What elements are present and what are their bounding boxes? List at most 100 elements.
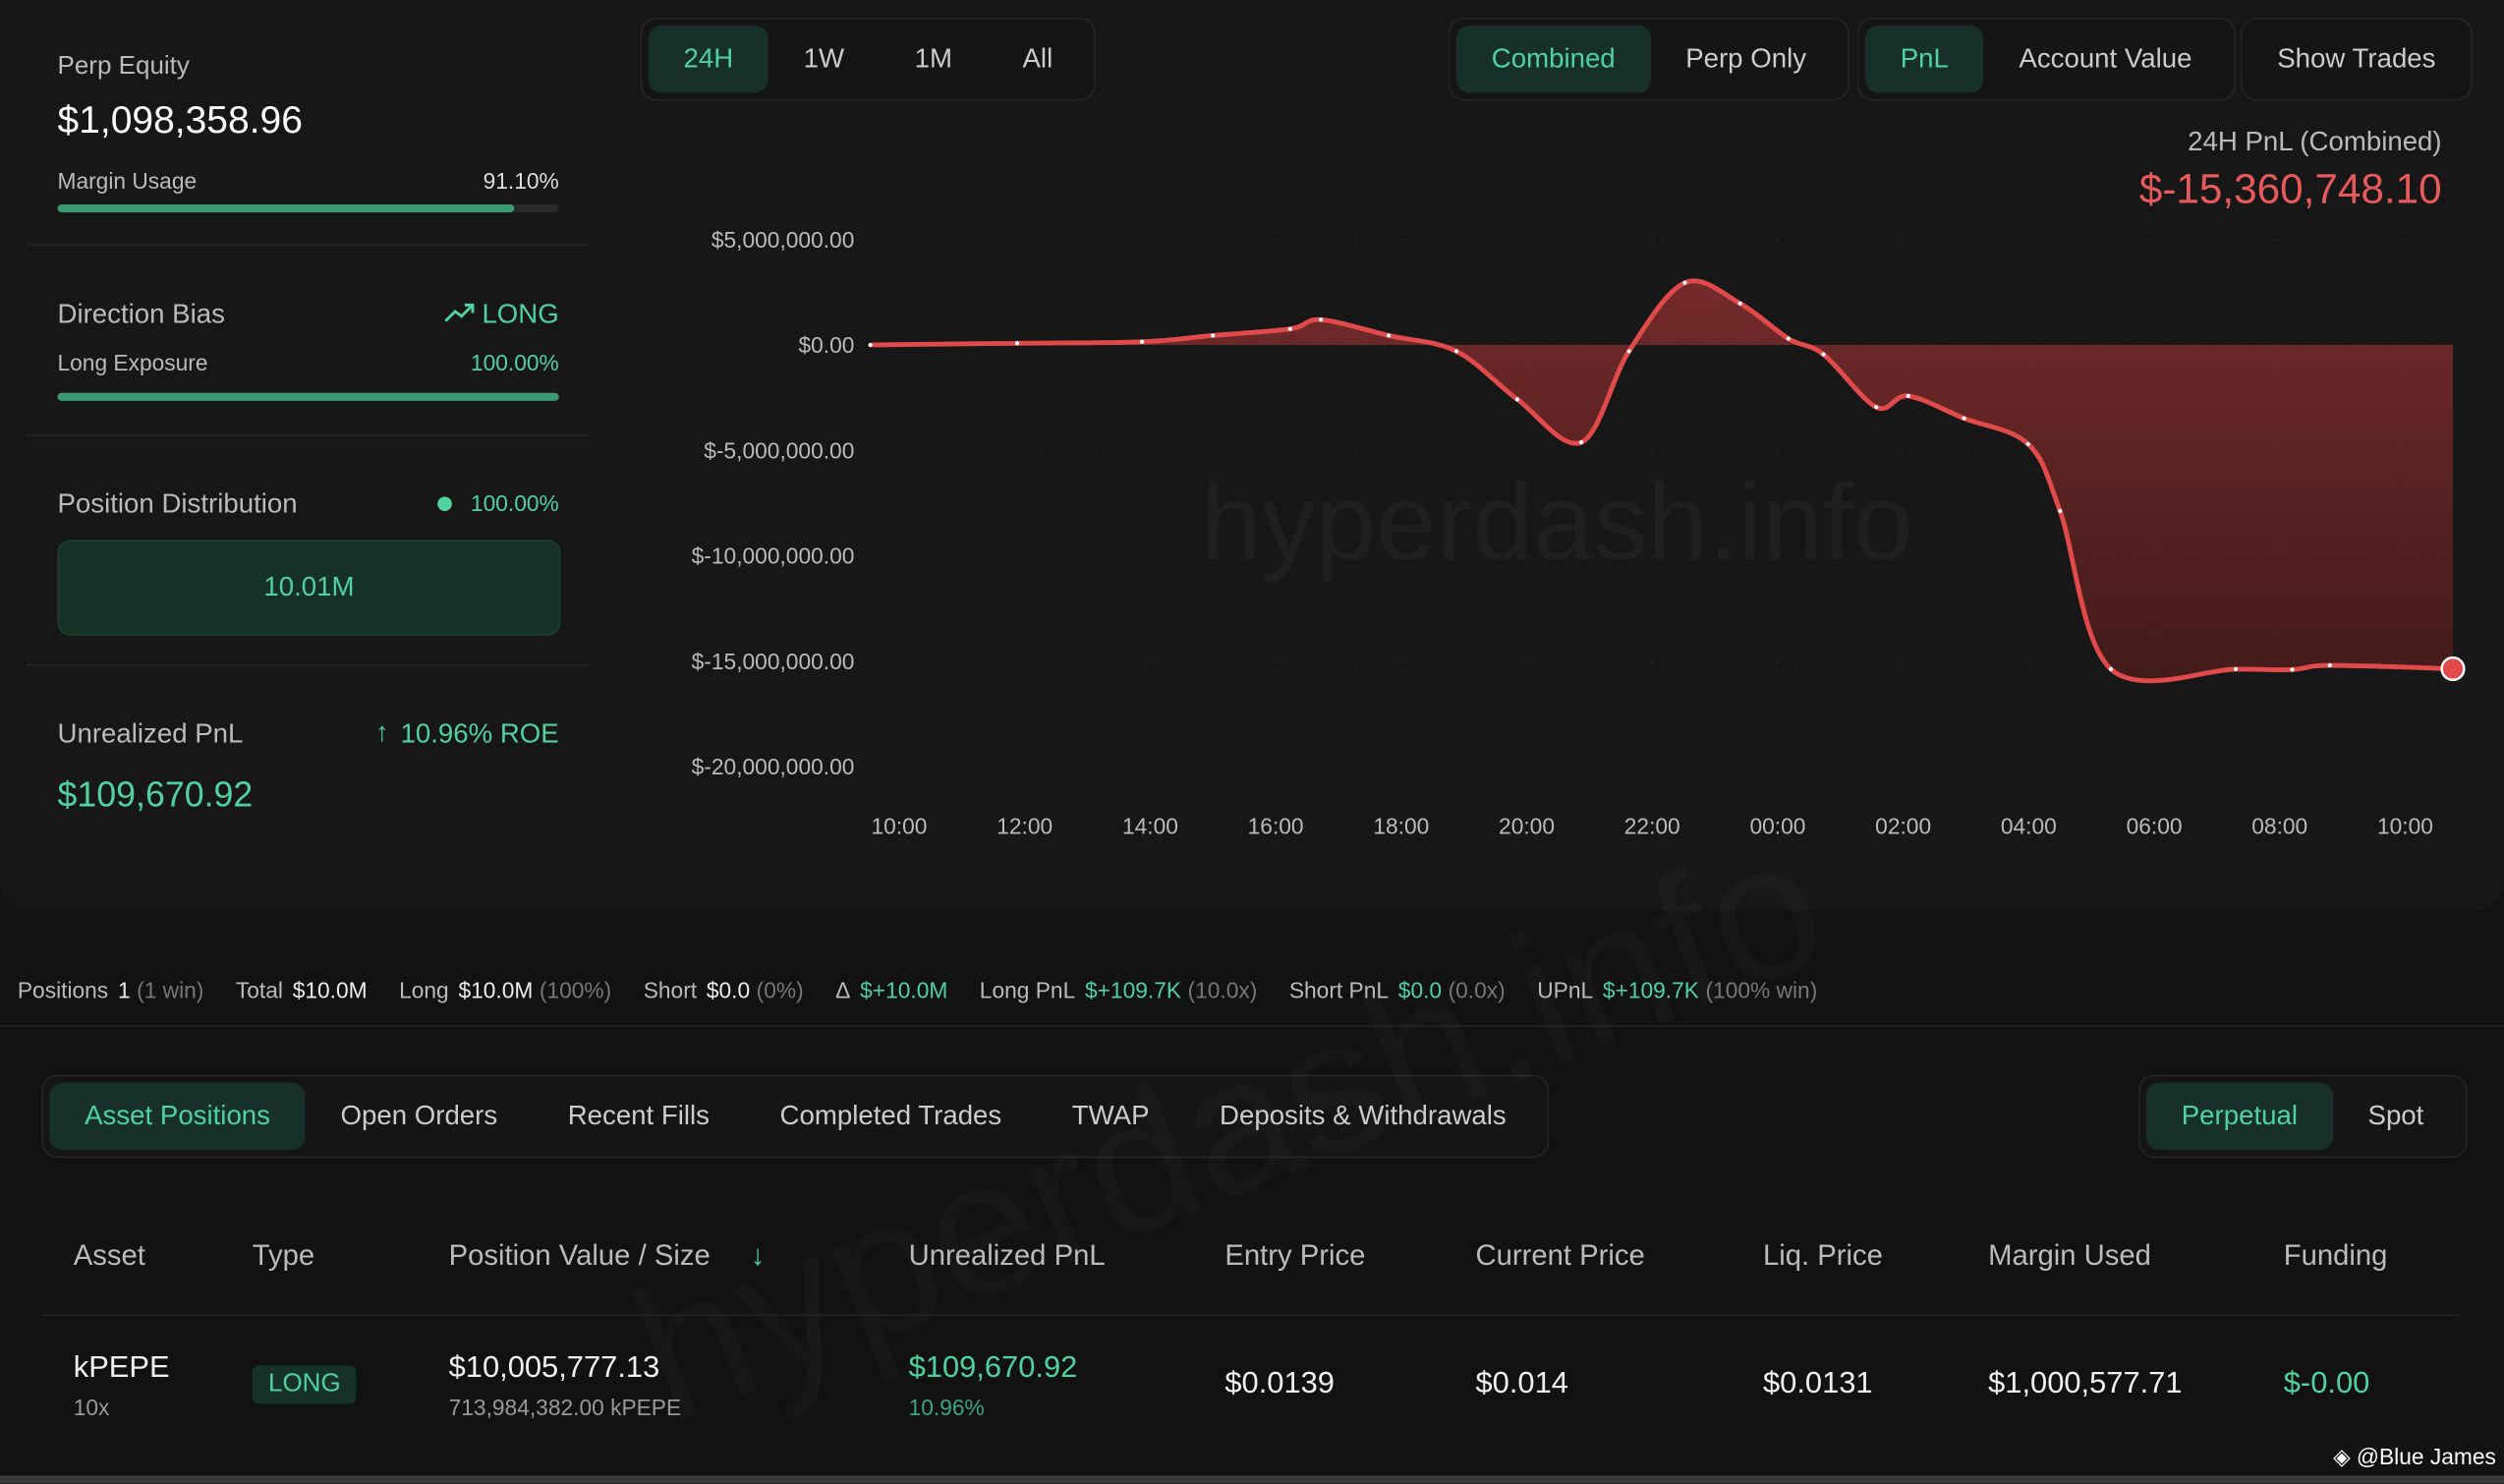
y-tick-label: $-10,000,000.00 xyxy=(692,543,855,569)
column-header: Unrealized PnL xyxy=(908,1239,1106,1272)
dot xyxy=(437,496,452,511)
chart-title: 24H PnL (Combined) xyxy=(2188,126,2442,157)
sort-icon: ↓ xyxy=(750,1239,766,1272)
x-tick-label: 16:00 xyxy=(1248,813,1304,838)
area xyxy=(870,280,2453,681)
tab-button[interactable]: Perp Only xyxy=(1685,42,1807,74)
tab-button[interactable]: TWAP xyxy=(1071,1100,1150,1131)
summary-label: Long PnL xyxy=(979,977,1076,1003)
point xyxy=(1682,280,1687,285)
cell-main: $109,670.92 xyxy=(908,1350,1078,1385)
tab-button[interactable]: All xyxy=(1022,42,1053,74)
summary-note: (0%) xyxy=(756,977,804,1003)
credit: ◈ @Blue James xyxy=(2333,1444,2496,1469)
summary-item: Δ $+10.0M xyxy=(835,978,947,1003)
y-tick-label: $0.00 xyxy=(798,332,854,358)
x-tick-label: 10:00 xyxy=(872,813,928,838)
trend-icon xyxy=(444,303,475,322)
summary-note: (10.0x) xyxy=(1187,977,1258,1003)
metric-group: PnL Account Value xyxy=(1856,17,2236,101)
x-tick-label: 06:00 xyxy=(2127,813,2183,838)
cell-main: $0.014 xyxy=(1475,1367,1568,1401)
summary-item: Total $10.0M xyxy=(236,978,368,1003)
summary-value: $10.0M xyxy=(458,977,534,1003)
point xyxy=(1737,301,1742,306)
point xyxy=(1578,439,1584,445)
x-tick-label: 12:00 xyxy=(996,813,1053,838)
summary-label: Total xyxy=(235,977,283,1003)
divider xyxy=(41,1314,2460,1316)
bias-value: LONG xyxy=(482,298,559,329)
summary-item: Short PnL $0.0 (0.0x) xyxy=(1289,978,1506,1003)
trades-group: Show Trades xyxy=(2240,17,2473,101)
summary-value: $0.0 xyxy=(1397,977,1443,1003)
x-tick-label: 22:00 xyxy=(1624,813,1680,838)
exposure-value: 100.00% xyxy=(470,349,559,375)
point xyxy=(1318,317,1324,322)
x-tick-label: 02:00 xyxy=(1875,813,1931,838)
point xyxy=(2058,508,2063,514)
credit-text: @Blue James xyxy=(2356,1444,2496,1469)
point xyxy=(2290,667,2295,672)
y-tick-label: $5,000,000.00 xyxy=(711,227,855,253)
tab-button[interactable]: Deposits & Withdrawals xyxy=(1220,1100,1507,1131)
tab-button[interactable]: Combined xyxy=(1456,26,1651,93)
range-group: 24H 1W 1M All xyxy=(640,17,1097,101)
equity-value: $1,098,358.96 xyxy=(57,98,303,143)
column-header: Entry Price xyxy=(1224,1239,1366,1272)
tab-button[interactable]: Asset Positions xyxy=(49,1082,306,1150)
point xyxy=(2233,666,2239,672)
tab-button[interactable]: Open Orders xyxy=(340,1100,498,1131)
exposure-label: Long Exposure xyxy=(57,349,208,375)
summary-value: $+109.7K xyxy=(1602,977,1699,1003)
x-tick-label: 20:00 xyxy=(1499,813,1555,838)
summary-value: $0.0 xyxy=(706,977,751,1003)
cell-sub: 713,984,382.00 kPEPE xyxy=(448,1394,682,1420)
point xyxy=(1453,349,1459,354)
type-badge: LONG xyxy=(252,1365,357,1404)
separator xyxy=(26,434,592,436)
x-tick-label: 08:00 xyxy=(2251,813,2307,838)
y-tick-label: $-15,000,000.00 xyxy=(692,649,855,674)
arrow-up: ↑ xyxy=(374,716,389,748)
summary-label: Short PnL xyxy=(1288,977,1390,1003)
tab-button[interactable]: Account Value xyxy=(2019,42,2192,74)
tab-button[interactable]: 24H xyxy=(648,26,768,93)
x-tick-label: 14:00 xyxy=(1122,813,1178,838)
summary-item: Positions 1 (1 win) xyxy=(18,978,204,1003)
separator xyxy=(26,244,592,247)
y-tick-label: $-5,000,000.00 xyxy=(704,437,854,463)
point xyxy=(1962,416,1966,421)
tab-button[interactable]: Perpetual xyxy=(2146,1082,2333,1150)
mode-group: Combined Perp Only xyxy=(1448,17,1850,101)
upnl-value: $109,670.92 xyxy=(57,774,254,815)
tab-button[interactable]: 1M xyxy=(914,42,953,74)
divider xyxy=(0,1025,2504,1027)
cell-sub: 10x xyxy=(73,1394,110,1420)
tab-button[interactable]: Recent Fills xyxy=(567,1100,711,1131)
cell-main: $0.0131 xyxy=(1763,1367,1873,1401)
point xyxy=(2025,441,2030,446)
point xyxy=(2327,662,2332,668)
x-tick-label: 10:00 xyxy=(2377,813,2433,838)
cell-main: $0.0139 xyxy=(1224,1367,1335,1401)
exposure-bar xyxy=(57,392,559,401)
tab-button[interactable]: PnL xyxy=(1865,26,1984,93)
bias-label: Direction Bias xyxy=(57,298,225,329)
tab-button[interactable]: Completed Trades xyxy=(779,1100,1002,1131)
watermark: hyperdash.info xyxy=(1201,462,1913,583)
point xyxy=(868,342,873,348)
distribution-box: 10.01M xyxy=(57,540,561,636)
show-trades[interactable]: Show Trades xyxy=(2277,42,2436,74)
point xyxy=(1211,333,1216,338)
end-point xyxy=(2440,656,2466,682)
tab-button[interactable]: Spot xyxy=(2367,1100,2424,1131)
distribution-value: 100.00% xyxy=(470,489,559,516)
tab-button[interactable]: 1W xyxy=(803,42,845,74)
cell-main: kPEPE xyxy=(73,1350,170,1385)
column-header: Asset xyxy=(73,1239,145,1272)
column-header: Position Value / Size xyxy=(448,1239,711,1272)
summary-label: Δ xyxy=(835,977,851,1003)
chart-subtitle: $-15,360,748.10 xyxy=(2138,164,2442,213)
